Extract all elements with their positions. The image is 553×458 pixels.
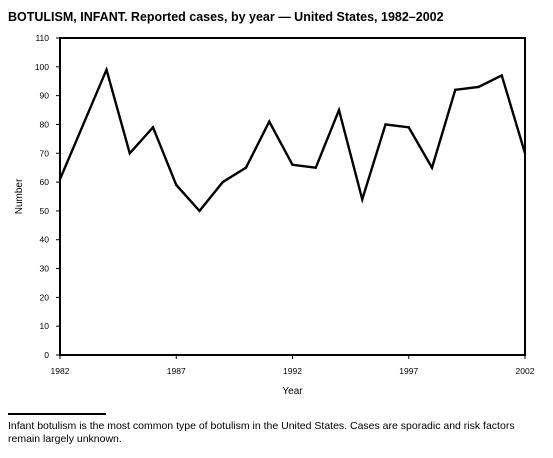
- data-point-1997: [407, 126, 410, 129]
- x-tick-label: 1992: [283, 366, 302, 376]
- x-axis-label: Year: [282, 386, 303, 397]
- y-tick-label: 10: [40, 321, 50, 331]
- y-tick-label: 90: [40, 91, 50, 101]
- y-tick-label: 110: [35, 33, 49, 43]
- chart-title: BOTULISM, INFANT. Reported cases, by yea…: [8, 10, 444, 24]
- y-tick-label: 80: [40, 119, 50, 129]
- y-axis-label: Number: [14, 178, 25, 214]
- data-point-1985: [128, 152, 131, 155]
- y-tick-label: 40: [40, 235, 50, 245]
- x-tick-label: 2002: [516, 366, 535, 376]
- y-tick-label: 20: [40, 292, 50, 302]
- data-point-1988: [198, 209, 201, 213]
- y-tick-label: 0: [44, 350, 49, 360]
- data-point-1994: [337, 108, 341, 112]
- data-point-1991: [268, 120, 271, 123]
- y-tick-label: 30: [40, 264, 50, 274]
- x-tick-label: 1982: [51, 366, 70, 376]
- data-point-2001: [500, 74, 503, 77]
- y-tick-label: 50: [40, 206, 50, 216]
- x-axis-ticks: 1982 1987 1992 1997 2002: [51, 355, 535, 376]
- data-point-1998: [430, 166, 434, 169]
- data-point-1996: [384, 123, 387, 126]
- data-point-1983: [82, 123, 85, 126]
- y-tick-label: 60: [40, 177, 50, 187]
- data-point-1986: [151, 126, 155, 129]
- data-point-1987: [175, 183, 178, 187]
- data-point-1990: [244, 166, 248, 169]
- x-tick-label: 1987: [167, 366, 186, 376]
- data-point-1992: [291, 163, 294, 166]
- y-axis-ticks: 0 10 20 30 40 50 60 70 80 90 100 110: [35, 33, 60, 360]
- data-point-2000: [477, 85, 480, 89]
- plot-frame: [59, 37, 526, 356]
- data-point-1995: [361, 198, 364, 201]
- footnote: Infant botulism is the most common type …: [8, 420, 515, 445]
- y-tick-label: 100: [35, 62, 49, 72]
- data-point-1999: [454, 88, 457, 92]
- data-point-1993: [314, 166, 317, 169]
- y-tick-label: 70: [40, 148, 50, 158]
- data-point-1982: [58, 178, 62, 181]
- data-points: [58, 68, 527, 213]
- data-point-1984: [105, 68, 108, 71]
- footnote-divider: [8, 413, 106, 415]
- data-point-1989: [221, 180, 224, 184]
- x-tick-label: 1997: [399, 366, 418, 376]
- data-point-2002: [523, 152, 527, 155]
